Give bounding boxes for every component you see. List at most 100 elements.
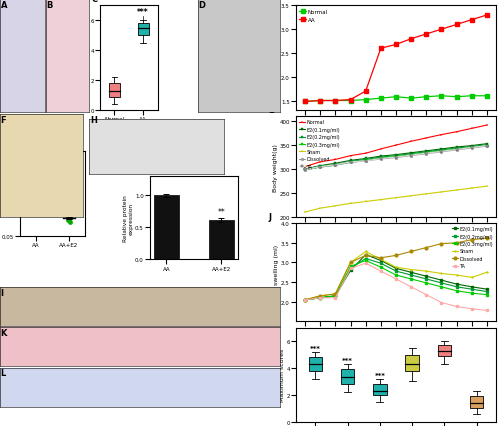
Normal <box>424 95 430 100</box>
E2(0.3mg/ml) <box>302 297 308 302</box>
Sham <box>438 271 444 276</box>
E2(0.3mg/ml) <box>302 168 308 173</box>
Normal <box>332 158 338 163</box>
E2(0.2mg/ml) <box>302 297 308 302</box>
Normal <box>302 165 308 170</box>
TA <box>302 297 308 302</box>
Text: A: A <box>0 1 7 10</box>
E2(0.3mg/ml) <box>317 296 323 301</box>
Dissolved <box>424 245 430 250</box>
E2(0.2mg/ml) <box>408 273 414 278</box>
Sham <box>469 186 475 191</box>
Text: ***: *** <box>63 199 74 208</box>
Text: I: I <box>0 288 4 297</box>
E2(0.1mg/ml) <box>362 156 368 161</box>
Sham <box>317 294 323 299</box>
TA <box>362 261 368 266</box>
Line: Dissolved: Dissolved <box>304 145 488 172</box>
E2(0.1mg/ml) <box>332 161 338 167</box>
Normal <box>362 98 368 103</box>
Normal <box>393 95 399 100</box>
Normal <box>302 100 308 105</box>
Line: Normal: Normal <box>304 124 488 169</box>
Legend: Normal, AA: Normal, AA <box>297 8 330 25</box>
E2(0.1mg/ml) <box>438 278 444 283</box>
E2(0.2mg/ml) <box>332 162 338 167</box>
Text: ***: *** <box>138 9 149 17</box>
Dissolved <box>302 297 308 302</box>
Dissolved <box>317 294 323 299</box>
X-axis label: Time (Day): Time (Day) <box>378 233 414 238</box>
X-axis label: Time (Day): Time (Day) <box>378 127 414 132</box>
Normal <box>408 96 414 101</box>
TA <box>424 292 430 297</box>
Line: E2(0.2mg/ml): E2(0.2mg/ml) <box>304 144 488 171</box>
E2(0.1mg/ml) <box>378 154 384 159</box>
Title: ASIC1a: ASIC1a <box>182 169 206 175</box>
TA <box>438 150 444 155</box>
E2(0.1mg/ml) <box>438 147 444 152</box>
Point <box>32 162 40 169</box>
Dissolved <box>302 168 308 173</box>
AA <box>378 46 384 52</box>
E2(0.2mg/ml) <box>469 287 475 292</box>
E2(0.3mg/ml) <box>484 292 490 297</box>
E2(0.2mg/ml) <box>317 296 323 301</box>
Normal <box>454 95 460 100</box>
Normal <box>393 143 399 148</box>
Normal <box>348 99 354 104</box>
Bar <box>209 220 234 260</box>
Line: Dissolved: Dissolved <box>304 237 488 302</box>
TA <box>348 160 354 165</box>
Sham <box>362 199 368 204</box>
E2(0.3mg/ml) <box>408 277 414 282</box>
TA <box>469 146 475 151</box>
Sham <box>438 190 444 195</box>
Text: **: ** <box>218 207 225 216</box>
Sham <box>469 275 475 280</box>
E2(0.3mg/ml) <box>408 153 414 158</box>
Dissolved <box>408 249 414 254</box>
E2(0.3mg/ml) <box>469 146 475 151</box>
E2(0.1mg/ml) <box>484 142 490 147</box>
Line: E2(0.1mg/ml): E2(0.1mg/ml) <box>304 143 488 171</box>
Dissolved <box>438 242 444 247</box>
E2(0.2mg/ml) <box>332 294 338 299</box>
E2(0.3mg/ml) <box>332 163 338 168</box>
Point <box>66 219 74 225</box>
E2(0.2mg/ml) <box>302 167 308 172</box>
Dissolved <box>469 238 475 243</box>
Point <box>65 216 73 223</box>
Dissolved <box>484 144 490 149</box>
E2(0.1mg/ml) <box>408 151 414 156</box>
E2(0.3mg/ml) <box>362 158 368 164</box>
E2(0.3mg/ml) <box>332 294 338 299</box>
TA <box>484 308 490 313</box>
Normal <box>362 151 368 156</box>
E2(0.1mg/ml) <box>302 297 308 302</box>
E2(0.2mg/ml) <box>454 146 460 151</box>
Normal <box>484 94 490 99</box>
Normal <box>378 96 384 101</box>
TA <box>469 307 475 312</box>
Dissolved <box>454 148 460 153</box>
Line: Sham: Sham <box>304 185 488 214</box>
Sham <box>348 201 354 207</box>
Normal <box>408 139 414 144</box>
E2(0.1mg/ml) <box>484 287 490 292</box>
E2(0.3mg/ml) <box>454 288 460 294</box>
Sham <box>408 194 414 199</box>
Y-axis label: Relative protein
expression: Relative protein expression <box>123 195 134 242</box>
E2(0.2mg/ml) <box>484 143 490 148</box>
Sham <box>332 204 338 209</box>
AA <box>302 100 308 105</box>
Bar <box>138 24 148 36</box>
TA <box>317 296 323 301</box>
Normal <box>317 99 323 104</box>
TA <box>438 300 444 305</box>
Bar <box>308 357 322 371</box>
Dissolved <box>332 163 338 168</box>
Sham <box>378 257 384 262</box>
Sham <box>454 273 460 278</box>
Dissolved <box>362 159 368 164</box>
